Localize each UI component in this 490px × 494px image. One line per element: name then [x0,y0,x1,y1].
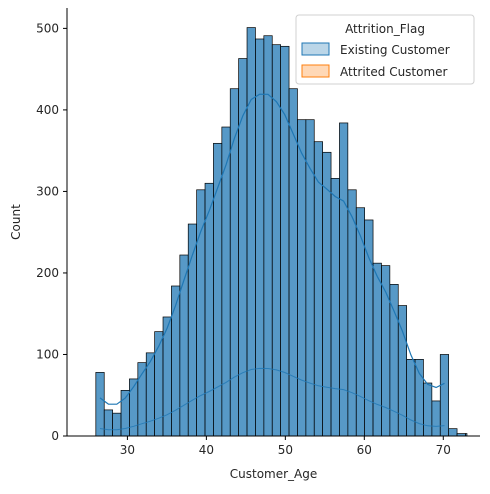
bar-existing [406,359,416,437]
bar-existing [103,409,113,437]
bar-existing [431,400,441,437]
bar-existing [255,38,265,437]
x-tick-label: 70 [436,443,451,457]
bar-existing [154,331,164,437]
legend-entry-label: Attrited Customer [340,65,448,79]
bar-existing [423,382,433,437]
y-tick-label: 400 [36,103,59,117]
legend-entry-label: Existing Customer [340,43,450,57]
kde-existing-line [99,93,445,405]
y-axis-label: Count [9,204,23,240]
bar-existing [112,412,122,437]
bar-existing [204,182,214,437]
attrited-customer-bars [448,428,468,437]
bar-existing [347,189,357,437]
bar-existing [372,262,382,437]
x-tick-label: 50 [278,443,293,457]
y-tick-label: 100 [36,347,59,361]
bar-existing [389,284,399,437]
bar-existing [196,189,206,437]
x-tick-label: 40 [199,443,214,457]
bar-existing [246,27,256,437]
kde-attrited-line [99,367,445,431]
bar-existing [271,44,281,437]
y-tick-label: 200 [36,266,59,280]
bar-existing [322,151,332,437]
bar-existing [330,178,340,437]
x-tick-label: 60 [357,443,372,457]
bar-existing [95,372,105,437]
legend-swatch [301,64,330,78]
legend: Attrition_Flag Existing Customer Attrited … [295,14,475,85]
bar-existing [313,141,323,437]
bar-existing [364,219,374,437]
bar-existing [229,88,239,437]
existing-customer-bars [95,27,450,437]
y-tick-label: 500 [36,21,59,35]
legend-swatch [301,42,330,56]
kde-lines [99,93,445,431]
y-tick-label: 300 [36,184,59,198]
bar-existing [439,354,450,437]
bar-existing [263,35,273,437]
x-axis-label: Customer_Age [230,467,318,481]
bar-existing [171,285,181,437]
bar-attrited [448,428,458,437]
legend-frame [295,14,475,85]
bar-existing [305,119,315,437]
legend-title: Attrition_Flag [345,22,425,36]
x-tick-label: 30 [120,443,135,457]
bar-existing [179,254,189,437]
axes: 30 40 50 60 70 0 100 200 300 400 500 Customer_Age Co… [9,8,480,481]
y-tick-label: 0 [51,429,59,443]
bar-existing [280,45,290,437]
bar-existing [297,119,307,437]
